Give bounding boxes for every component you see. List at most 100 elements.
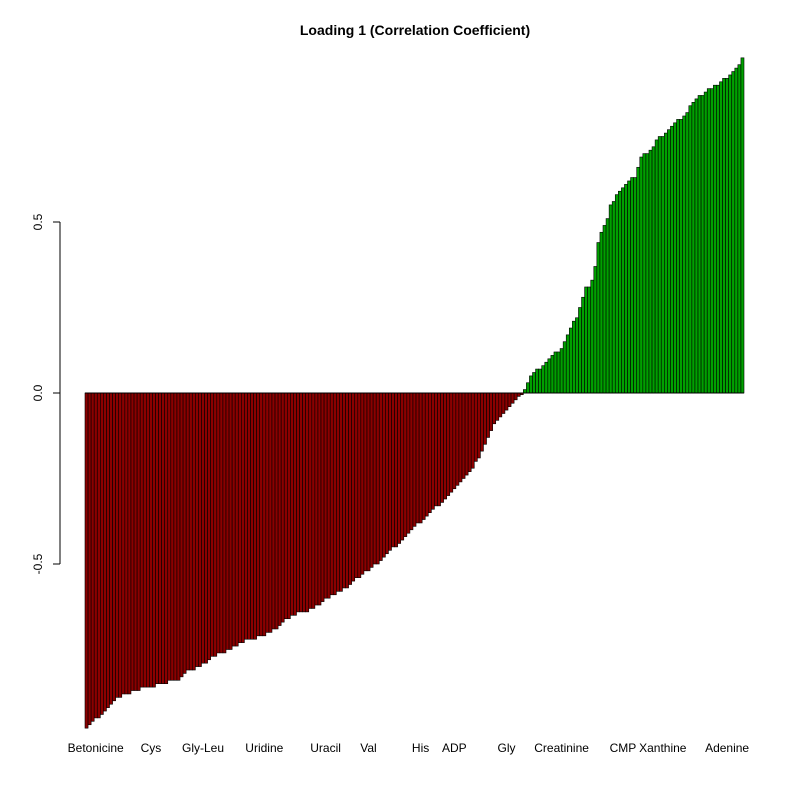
bar-positive (688, 105, 693, 394)
bar-positive (660, 136, 665, 394)
bar-negative (348, 392, 352, 585)
bar-positive (722, 78, 726, 394)
bar-negative (293, 392, 297, 616)
x-tick-label: Gly-Leu (182, 741, 224, 755)
bar-negative (170, 392, 175, 681)
bar-negative (332, 392, 337, 596)
bar-positive (664, 132, 668, 394)
bar-negative (121, 392, 126, 695)
bar-positive (581, 296, 585, 394)
bar-positive (679, 119, 683, 394)
bar-positive (703, 91, 708, 394)
bar-negative (314, 392, 319, 606)
bar-negative (164, 392, 169, 685)
bar-negative (477, 392, 481, 459)
bar-positive (673, 122, 677, 394)
bar-positive (590, 279, 595, 394)
bar-positive (614, 194, 619, 394)
bar-negative (93, 392, 98, 719)
bar-negative (296, 392, 300, 613)
bar-negative (412, 392, 417, 527)
bar-negative (345, 392, 349, 589)
x-tick-label: Xanthine (639, 741, 687, 755)
bar-negative (308, 392, 313, 609)
bar-negative (191, 392, 196, 671)
bar-negative (357, 392, 362, 578)
bar-positive (657, 136, 662, 394)
bar-negative (133, 392, 138, 691)
bar-negative (188, 392, 193, 671)
bar-negative (161, 392, 165, 685)
bar-negative (470, 392, 475, 469)
bar-negative (182, 392, 187, 674)
bar-negative (391, 392, 395, 548)
bar-negative (216, 392, 221, 654)
bar-negative (501, 392, 506, 414)
bar-negative (323, 392, 328, 599)
bar-positive (538, 368, 543, 394)
bar-positive (529, 375, 533, 394)
bar-positive (593, 266, 598, 394)
bar-negative (152, 392, 156, 688)
bar-positive (572, 320, 576, 394)
bar-negative (204, 392, 208, 664)
bar-positive (624, 184, 628, 394)
chart-title: Loading 1 (Correlation Coefficient) (300, 22, 530, 38)
bar-negative (452, 392, 457, 490)
bar-negative (473, 392, 478, 462)
x-tick-label: ADP (442, 741, 467, 755)
bar-negative (372, 392, 377, 565)
bar-negative (339, 392, 343, 592)
bar-negative (185, 392, 190, 671)
bar-positive (568, 327, 573, 394)
bar-positive (541, 365, 546, 394)
x-tick-label: Betonicine (68, 741, 124, 755)
bar-negative (146, 392, 150, 688)
bar-negative (480, 392, 484, 452)
bar-negative (176, 392, 181, 681)
bar-positive (731, 71, 736, 394)
bar-negative (446, 392, 451, 496)
bar-negative (424, 392, 429, 517)
bar-negative (418, 392, 423, 524)
x-tick-label: Uracil (310, 741, 341, 755)
bar-negative (222, 392, 227, 654)
bar-negative (228, 392, 233, 650)
bar-positive (667, 129, 671, 394)
bar-positive (608, 204, 613, 394)
bar-negative (516, 392, 521, 397)
bar-negative (397, 392, 402, 544)
bar-negative (241, 392, 245, 643)
bar-negative (421, 392, 426, 520)
bar-negative (351, 392, 356, 582)
bar-negative (244, 392, 248, 640)
bar-negative (363, 392, 368, 572)
bar-negative (103, 392, 107, 712)
bar-negative (513, 392, 518, 401)
bar-positive (556, 351, 561, 394)
bar-negative (434, 392, 438, 507)
bar-negative (283, 392, 288, 620)
bar-negative (302, 392, 306, 613)
bar-negative (271, 392, 276, 630)
bar-negative (461, 392, 466, 479)
bar-negative (219, 392, 224, 654)
bar-positive (602, 225, 607, 394)
bar-negative (311, 392, 316, 609)
bar-negative (250, 392, 254, 640)
bar-negative (201, 392, 205, 664)
bar-negative (458, 392, 463, 483)
bar-positive (547, 358, 552, 394)
bar-negative (173, 392, 178, 681)
bar-negative (280, 392, 285, 623)
bar-positive (654, 139, 659, 394)
x-tick-label: His (412, 741, 429, 755)
bar-positive (737, 64, 742, 394)
bar-negative (489, 392, 493, 431)
bar-negative (195, 392, 199, 667)
bar-negative (130, 392, 135, 691)
bar-negative (167, 392, 172, 681)
bar-negative (109, 392, 113, 705)
bar-positive (559, 348, 564, 394)
